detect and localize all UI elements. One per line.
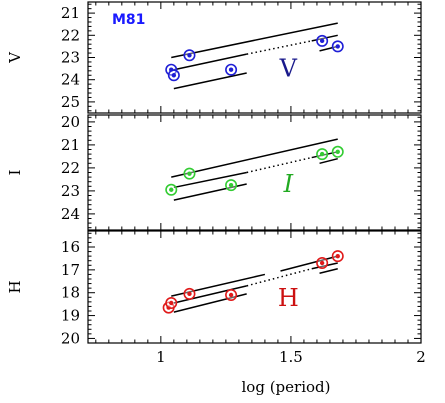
cepheid-point-dot: [319, 260, 325, 266]
cepheid-point-dot: [335, 44, 340, 49]
pl-fit-line: [171, 22, 338, 59]
x-axis-label: log (period): [242, 378, 331, 396]
cepheid-point-dot: [187, 291, 192, 297]
y-axis-label: H: [6, 280, 24, 293]
panel-v: 21 22 23 24 25 V V M81: [6, 1, 422, 114]
cepheid-point-dot: [228, 182, 234, 188]
pl-fit-dotted-line: [246, 40, 312, 55]
pl-fit-line: [173, 183, 247, 201]
panel-frame: [87, 114, 422, 231]
band-label: V: [279, 54, 298, 82]
y-tick-label: 23: [61, 182, 80, 200]
cepheid-point-dot: [228, 67, 234, 72]
y-tick-label: 25: [61, 93, 80, 111]
cepheid-point: [167, 69, 180, 82]
cepheid-point: [316, 256, 329, 269]
cepheid-point: [225, 288, 238, 301]
y-tick-label: 20: [61, 113, 80, 131]
y-tick-label: 17: [61, 261, 80, 279]
pl-fit-line: [173, 285, 247, 304]
pl-fit-line: [319, 157, 338, 165]
cepheid-point-dot: [335, 253, 340, 259]
cepheid-point-dot: [187, 171, 192, 176]
y-tick-label: 21: [61, 4, 80, 22]
cepheid-point-dot: [319, 151, 325, 157]
cepheid-point: [165, 296, 178, 309]
pl-fit-line: [171, 273, 266, 297]
cepheid-point: [165, 183, 178, 196]
y-tick-label: 19: [61, 307, 80, 325]
y-tick-label: 24: [61, 71, 80, 89]
y-tick-label: 16: [61, 238, 80, 256]
pl-fit-line: [319, 267, 338, 275]
cepheid-point-dot: [169, 300, 174, 306]
pl-fit-line: [171, 138, 338, 178]
y-tick-label: 24: [61, 205, 80, 223]
cepheid-point-dot: [171, 73, 177, 78]
x-tick-label: 1: [156, 348, 166, 366]
y-tick-label: 22: [61, 26, 80, 44]
cepheid-point: [183, 49, 196, 62]
x-tick-label: 2: [416, 348, 426, 366]
cepheid-point-dot: [169, 187, 174, 192]
x-tick-label: 1.5: [279, 348, 303, 366]
pl-fit-line: [173, 171, 247, 189]
cepheid-point-dot: [228, 292, 234, 298]
y-tick-label: 20: [61, 329, 80, 347]
panel-h: 16 17 18 19 20 H H: [6, 230, 422, 347]
cepheid-point: [183, 287, 196, 300]
band-label: I: [283, 170, 294, 198]
pl-fit-line: [280, 255, 338, 272]
pl-fit-line: [173, 53, 247, 71]
pl-fit-line: [173, 293, 247, 313]
pl-fit-line: [319, 45, 338, 52]
cepheid-point: [331, 40, 344, 53]
cepheid-point: [316, 34, 329, 47]
panel-frame: [87, 230, 422, 344]
cepheid-point: [331, 145, 344, 158]
galaxy-annotation: M81: [112, 12, 145, 28]
cepheid-point-dot: [187, 53, 192, 58]
pl-fit-line: [311, 34, 338, 42]
cepheid-point: [183, 167, 196, 180]
cepheid-point: [225, 63, 238, 76]
y-tick-label: 22: [61, 159, 80, 177]
pl-fit-line: [173, 72, 247, 90]
cepheid-point: [225, 179, 238, 192]
panel-i: 20 21 22 23 24 I I: [6, 113, 422, 231]
pl-fit-dotted-line: [246, 156, 312, 174]
y-axis-label: I: [6, 169, 24, 175]
cepheid-point: [316, 148, 329, 161]
band-label: H: [278, 284, 299, 312]
y-axis-label: V: [6, 51, 24, 64]
cepheid-point: [331, 250, 344, 263]
pl-fit-line: [311, 262, 338, 270]
y-tick-label: 21: [61, 136, 80, 154]
cepheid-point-dot: [335, 149, 340, 154]
cepheid-point-dot: [319, 38, 325, 44]
panels: 21 22 23 24 25 V V M81 20 21 22 23 24 I I 16 17 18 19 20 H H: [6, 1, 422, 347]
y-tick-label: 23: [61, 49, 80, 67]
x-axis: 1 1.5 2: [156, 348, 426, 366]
y-tick-label: 18: [61, 284, 80, 302]
